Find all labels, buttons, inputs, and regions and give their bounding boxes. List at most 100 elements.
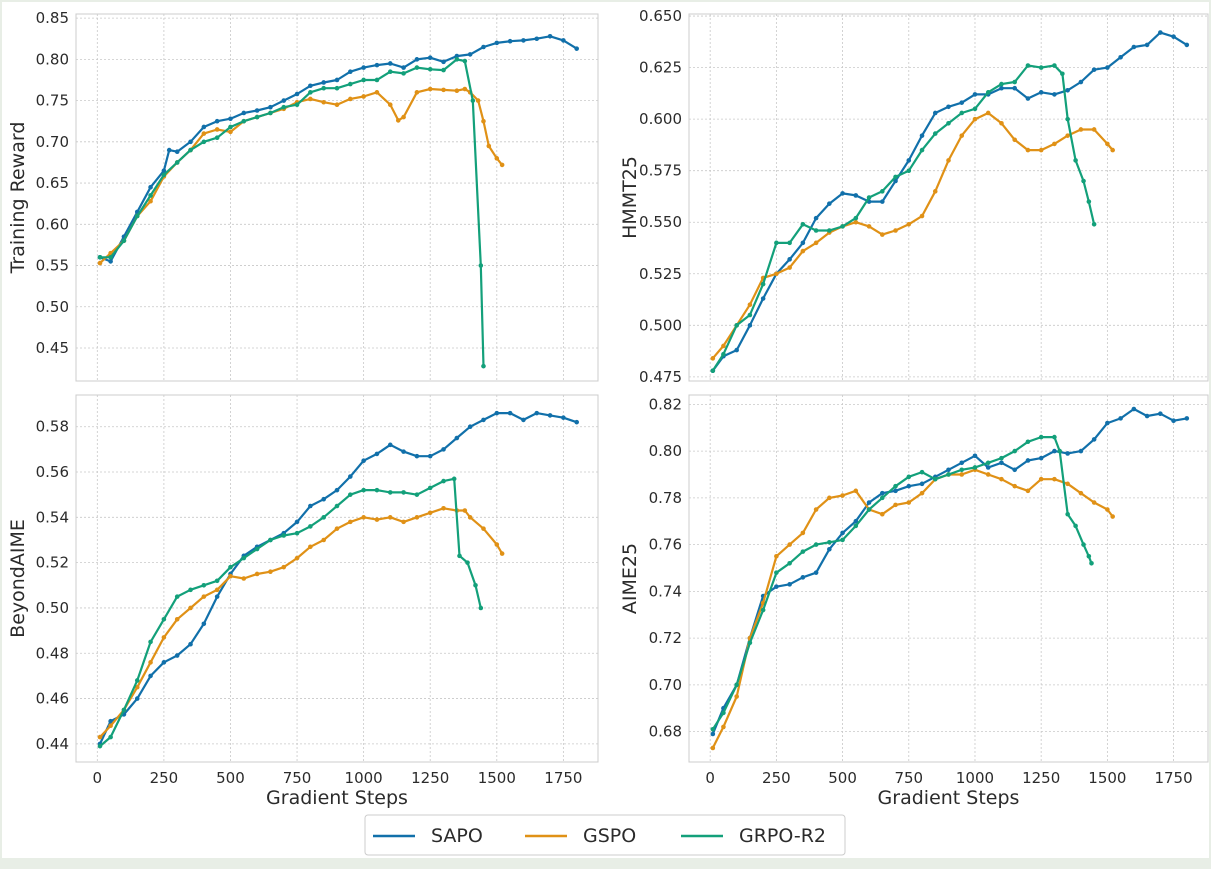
- data-point-grpo-r2: [1025, 63, 1031, 68]
- data-point-sapo: [427, 55, 433, 61]
- data-point-gspo: [334, 102, 340, 108]
- y-axis-label: AIME25: [619, 543, 641, 614]
- data-point-sapo: [254, 108, 260, 113]
- plot-frame: [75, 394, 599, 763]
- data-point-grpo-r2: [985, 460, 991, 466]
- data-point-grpo-r2: [454, 57, 460, 62]
- data-point-sapo: [840, 530, 845, 536]
- data-point-grpo-r2: [473, 582, 478, 588]
- data-point-gspo: [932, 189, 938, 194]
- data-point-gspo: [946, 158, 951, 163]
- y-tick-label: 0.48: [36, 644, 69, 662]
- data-point-grpo-r2: [906, 168, 912, 173]
- data-point-gspo: [813, 240, 819, 246]
- data-point-grpo-r2: [760, 281, 766, 287]
- data-point-sapo: [1091, 437, 1097, 442]
- data-point-gspo: [959, 472, 965, 477]
- data-point-grpo-r2: [97, 743, 103, 749]
- data-point-gspo: [893, 228, 898, 233]
- data-point-gspo: [1105, 141, 1110, 147]
- data-point-grpo-r2: [747, 312, 753, 318]
- data-point-gspo: [494, 542, 500, 547]
- data-point-gspo: [906, 222, 912, 227]
- data-point-sapo: [494, 410, 500, 416]
- data-point-grpo-r2: [241, 555, 247, 561]
- data-point-sapo: [959, 460, 965, 466]
- data-point-grpo-r2: [294, 102, 300, 108]
- data-point-gspo: [1025, 147, 1031, 153]
- data-point-sapo: [361, 458, 366, 463]
- data-point-sapo: [1091, 67, 1097, 72]
- data-point-grpo-r2: [721, 710, 726, 716]
- y-tick-label: 0.74: [649, 582, 682, 600]
- data-point-grpo-r2: [401, 71, 406, 76]
- data-point-sapo: [547, 413, 553, 418]
- data-point-sapo: [893, 488, 898, 494]
- data-point-sapo: [1012, 467, 1017, 473]
- data-point-sapo: [1065, 451, 1070, 456]
- data-point-sapo: [401, 65, 406, 70]
- data-point-grpo-r2: [1086, 199, 1092, 204]
- data-point-grpo-r2: [161, 616, 167, 622]
- y-axis-label: Training Reward: [7, 122, 29, 275]
- data-point-grpo-r2: [827, 228, 832, 233]
- data-point-sapo: [893, 178, 898, 184]
- data-point-grpo-r2: [840, 224, 845, 229]
- y-tick-label: 0.72: [649, 629, 682, 647]
- data-point-gspo: [348, 96, 353, 102]
- data-point-sapo: [148, 673, 153, 679]
- data-point-gspo: [241, 576, 247, 581]
- data-point-gspo: [401, 114, 406, 120]
- data-point-gspo: [1052, 141, 1057, 147]
- data-point-gspo: [108, 723, 113, 729]
- data-point-grpo-r2: [427, 66, 433, 72]
- data-point-grpo-r2: [774, 570, 779, 575]
- x-tick-label: 1250: [411, 769, 449, 787]
- data-point-sapo: [547, 33, 553, 39]
- data-point-grpo-r2: [148, 639, 153, 645]
- data-point-grpo-r2: [161, 172, 167, 178]
- data-point-gspo: [721, 724, 726, 730]
- y-axis-label: BeyondAIME: [7, 519, 29, 638]
- data-point-sapo: [1158, 411, 1163, 417]
- data-point-grpo-r2: [866, 195, 872, 200]
- data-point-gspo: [710, 356, 716, 361]
- data-point-gspo: [214, 127, 220, 132]
- data-point-sapo: [188, 641, 193, 647]
- data-point-sapo: [985, 465, 991, 470]
- series-line-sapo: [711, 31, 1188, 372]
- data-point-gspo: [1025, 488, 1031, 494]
- data-point-gspo: [747, 302, 753, 308]
- data-point-grpo-r2: [268, 537, 273, 543]
- data-point-grpo-r2: [1081, 178, 1086, 184]
- data-point-sapo: [959, 100, 965, 105]
- data-point-gspo: [734, 694, 739, 699]
- data-point-grpo-r2: [1065, 511, 1070, 517]
- data-point-gspo: [1091, 500, 1097, 505]
- y-tick-label: 0.46: [36, 690, 69, 708]
- data-point-grpo-r2: [893, 174, 898, 180]
- data-point-grpo-r2: [710, 726, 716, 732]
- data-point-gspo: [97, 260, 103, 266]
- data-point-gspo: [321, 537, 326, 543]
- data-point-gspo: [174, 616, 180, 622]
- data-point-grpo-r2: [308, 90, 313, 95]
- data-point-gspo: [454, 88, 460, 93]
- data-point-sapo: [308, 503, 313, 509]
- data-point-grpo-r2: [361, 77, 366, 83]
- data-point-grpo-r2: [188, 147, 193, 153]
- data-point-grpo-r2: [121, 238, 127, 244]
- data-point-grpo-r2: [121, 707, 127, 713]
- data-point-sapo: [161, 660, 167, 665]
- data-point-gspo: [1110, 147, 1115, 153]
- data-point-sapo: [561, 415, 566, 420]
- data-point-grpo-r2: [108, 254, 113, 260]
- data-point-sapo: [1078, 79, 1084, 85]
- data-point-gspo: [1091, 127, 1097, 132]
- data-point-sapo: [1144, 42, 1150, 48]
- data-point-sapo: [853, 518, 859, 524]
- data-point-gspo: [999, 120, 1004, 126]
- data-point-gspo: [374, 517, 380, 522]
- data-point-sapo: [906, 158, 912, 163]
- data-point-sapo: [281, 98, 287, 103]
